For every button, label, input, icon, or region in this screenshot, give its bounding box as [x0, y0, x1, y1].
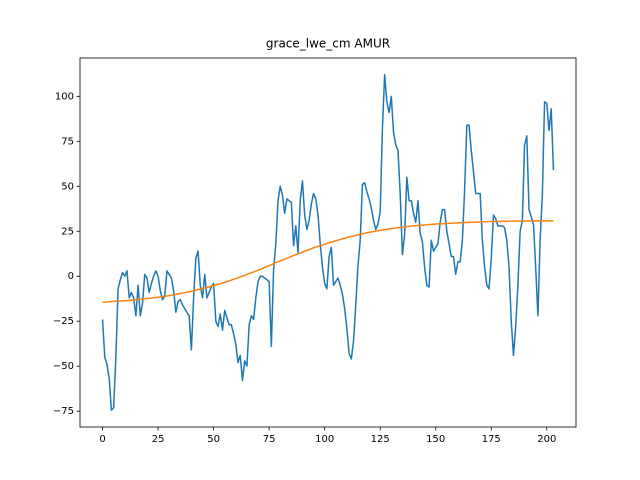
plot-frame	[79, 57, 577, 428]
line	[102, 220, 554, 304]
y-tick-label: 50	[61, 181, 74, 192]
y-tick-label: 100	[55, 91, 74, 102]
y-tick-label: 0	[68, 271, 74, 282]
y-tick-label: −25	[53, 316, 74, 327]
y-tick-label: −75	[53, 406, 74, 417]
x-tick-label: 200	[537, 434, 556, 445]
x-tick-label: 100	[315, 434, 334, 445]
chart-title: grace_lwe_cm AMUR	[266, 37, 390, 51]
x-tick-label: 175	[482, 434, 501, 445]
y-tick-label: 75	[61, 136, 74, 147]
x-tick-label: 150	[426, 434, 445, 445]
x-tick-label: 25	[152, 434, 165, 445]
x-tick-label: 50	[207, 434, 220, 445]
y-tick-label: 25	[61, 226, 74, 237]
x-tick-label: 0	[99, 434, 105, 445]
x-tick-label: 125	[371, 434, 390, 445]
x-tick-label: 75	[263, 434, 276, 445]
y-tick-label: −50	[53, 361, 74, 372]
line	[101, 73, 555, 412]
